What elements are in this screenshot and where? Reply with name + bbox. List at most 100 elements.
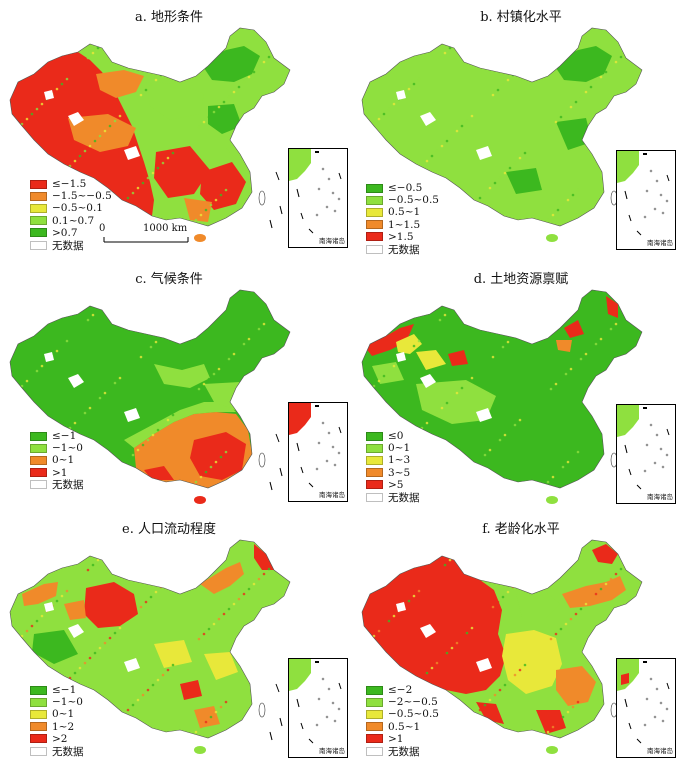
inset-island-dot <box>661 211 665 215</box>
pixel-speck <box>65 589 69 593</box>
pixel-speck <box>496 88 500 92</box>
pixel-speck <box>463 211 467 215</box>
legend-item: ≤−1 <box>30 430 84 442</box>
no-data-area <box>476 408 492 422</box>
legend-label: ≤−1.5 <box>52 178 87 191</box>
pixel-speck <box>161 423 165 427</box>
pixel-speck <box>252 332 256 336</box>
pixel-speck <box>78 154 82 158</box>
pixel-speck <box>493 443 497 447</box>
pixel-speck <box>224 700 228 704</box>
pixel-speck <box>551 213 555 217</box>
legend-item: 无数据 <box>30 479 84 491</box>
panel-population-mobility: e. 人口流动程度 南海诸岛 ≤−1 −1~0 0~1 1~2 >2 无数据 <box>4 516 348 766</box>
legend-item: 0~1 <box>30 708 84 720</box>
region-red <box>476 702 504 724</box>
pixel-speck <box>551 475 555 479</box>
pixel-speck <box>513 423 517 427</box>
pixel-speck <box>108 386 112 390</box>
pixel-speck <box>589 597 593 601</box>
legend-label: ≤−1 <box>52 684 77 697</box>
pixel-speck <box>589 347 593 351</box>
country-border <box>361 539 643 739</box>
region-orange <box>184 198 212 222</box>
pixel-speck <box>237 597 241 601</box>
region-red <box>606 296 618 318</box>
inset-island-dot <box>327 687 331 691</box>
pixel-speck <box>101 303 105 307</box>
pixel-speck <box>227 607 231 611</box>
inset-dash <box>338 172 342 180</box>
legend-item: −0.5~0.1 <box>30 202 112 214</box>
pixel-speck <box>556 720 560 724</box>
legend-swatch <box>30 431 47 441</box>
pixel-speck <box>455 391 459 395</box>
pixel-speck <box>377 117 381 121</box>
no-data-area <box>476 146 492 160</box>
pixel-speck <box>599 337 603 341</box>
inset-island-dot <box>659 193 663 197</box>
hainan-island <box>194 234 206 242</box>
inset-dash <box>338 426 342 434</box>
inset-region <box>293 417 301 429</box>
pixel-speck <box>164 580 168 584</box>
pixel-speck <box>217 617 221 621</box>
pixel-speck <box>217 105 221 109</box>
pixel-speck <box>501 595 505 599</box>
pixel-speck <box>101 553 105 557</box>
inset-label: 南海诸岛 <box>319 491 345 499</box>
inset-dash <box>636 738 642 744</box>
legend-swatch <box>30 734 47 744</box>
pixel-speck <box>549 637 553 641</box>
inset-island-dot <box>665 453 669 457</box>
pixel-speck <box>503 683 507 687</box>
pixel-speck <box>387 619 391 623</box>
pixel-speck <box>412 82 416 86</box>
pixel-speck <box>204 720 208 724</box>
south-china-sea-inset: 南海诸岛 <box>616 658 676 758</box>
pixel-speck <box>171 151 175 155</box>
pixel-speck <box>564 372 568 376</box>
region-orange <box>22 582 58 606</box>
pixel-speck <box>465 381 469 385</box>
pixel-speck <box>541 305 545 309</box>
pixel-speck <box>521 325 525 329</box>
pixel-speck <box>83 411 87 415</box>
no-data-area <box>396 352 406 362</box>
no-data-area <box>68 624 84 638</box>
pixel-speck <box>508 428 512 432</box>
inset-island-dot <box>333 209 337 213</box>
inset-island <box>315 661 319 663</box>
inset-dash <box>300 722 304 730</box>
legend-label: ≤−2 <box>388 684 413 697</box>
pixel-speck <box>149 345 153 349</box>
pixel-speck <box>632 132 636 136</box>
inset-island-dot <box>645 443 649 447</box>
pixel-speck <box>118 114 122 118</box>
region-layer <box>364 40 636 222</box>
choropleth-map <box>9 27 291 242</box>
pixel-speck <box>209 715 213 719</box>
pixel-speck <box>247 587 251 591</box>
pixel-speck <box>443 563 447 567</box>
pixel-speck <box>594 342 598 346</box>
region-layer <box>12 302 284 488</box>
pixel-speck <box>435 661 439 665</box>
pixel-speck <box>174 58 178 62</box>
boundary-dash <box>269 481 273 491</box>
pixel-speck <box>624 50 628 54</box>
pixel-speck <box>126 196 130 200</box>
boundary-dash <box>275 683 280 693</box>
pixel-speck <box>15 639 19 643</box>
pixel-speck <box>468 206 472 210</box>
no-data-area <box>44 90 54 100</box>
legend-item: 0.5~1 <box>366 206 439 218</box>
legend-label: −0.5~0.5 <box>388 708 439 721</box>
pixel-speck <box>392 102 396 106</box>
pixel-speck <box>576 188 580 192</box>
pixel-speck <box>149 595 153 599</box>
inset-island-dot <box>325 459 329 463</box>
pixel-speck <box>194 730 198 734</box>
pixel-speck <box>171 413 175 417</box>
inset-island-dot <box>327 431 331 435</box>
